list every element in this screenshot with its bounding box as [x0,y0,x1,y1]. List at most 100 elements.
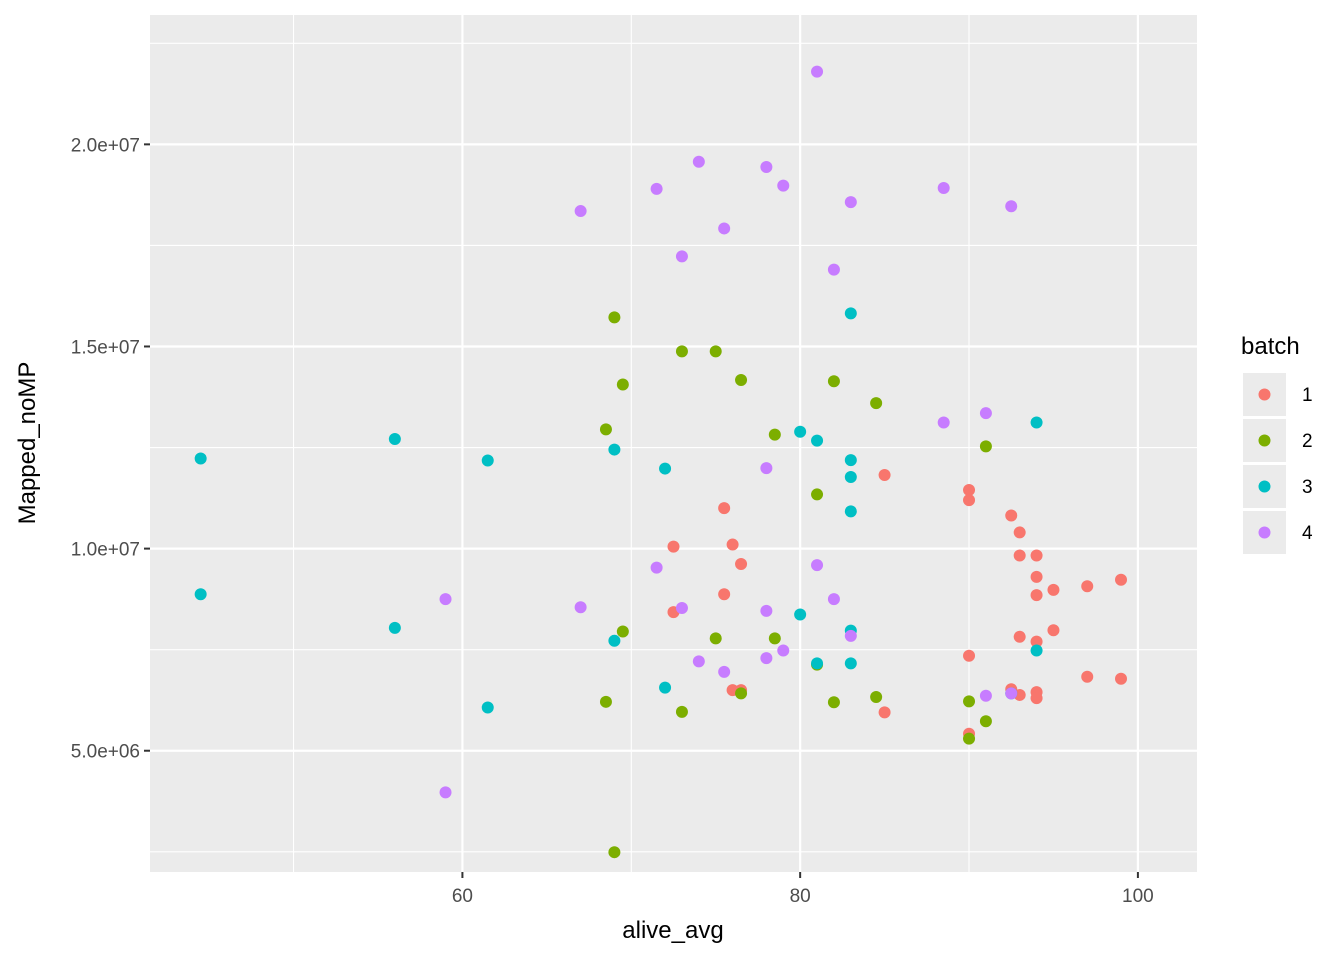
data-point-batch-2 [616,378,629,391]
data-point-batch-4 [650,182,663,195]
x-tick-label: 60 [452,886,473,907]
data-point-batch-3 [608,634,621,647]
data-point-batch-2 [608,311,621,324]
data-point-batch-4 [574,205,587,218]
x-axis-title: alive_avg [622,917,723,944]
data-point-batch-3 [844,505,857,518]
data-point-batch-2 [675,345,688,358]
data-point-batch-4 [650,561,663,574]
legend-label-batch-3: 3 [1302,477,1313,498]
data-point-batch-1 [1030,635,1043,648]
data-point-batch-1 [878,706,891,719]
data-point-batch-4 [675,250,688,263]
data-point-batch-2 [709,345,722,358]
data-point-batch-3 [194,452,207,465]
y-tick-label: 2.0e+07 [71,135,140,156]
data-point-batch-1 [1115,672,1128,685]
data-point-batch-1 [1013,549,1026,562]
data-point-batch-4 [827,593,840,606]
data-point-batch-4 [1005,200,1018,213]
data-point-batch-3 [844,657,857,670]
data-point-batch-1 [963,494,976,507]
data-point-batch-4 [811,65,824,78]
legend: batch 1 2 3 4 [1241,333,1313,554]
data-point-batch-2 [735,687,748,700]
y-axis-title: Mapped_noMP [14,362,41,525]
data-point-batch-1 [735,557,748,570]
data-point-batch-4 [979,689,992,702]
data-point-batch-2 [870,397,883,410]
legend-label-batch-4: 4 [1302,523,1313,544]
data-point-batch-1 [1005,509,1018,522]
legend-key-batch-3 [1258,480,1271,493]
x-tick-label: 100 [1122,886,1154,907]
legend-label-batch-1: 1 [1302,385,1313,406]
data-point-batch-4 [979,407,992,420]
data-point-batch-3 [1030,644,1043,657]
legend-key-batch-1 [1258,388,1271,401]
data-point-batch-2 [675,705,688,718]
data-point-batch-2 [979,440,992,453]
data-point-batch-4 [937,416,950,429]
data-point-batch-4 [675,602,688,615]
data-point-batch-1 [667,540,680,553]
data-point-batch-1 [718,502,731,515]
data-point-batch-3 [388,433,401,446]
data-point-batch-3 [194,588,207,601]
data-point-batch-3 [481,454,494,467]
data-point-batch-4 [760,160,773,173]
data-point-batch-3 [844,307,857,320]
data-point-batch-2 [735,374,748,387]
data-point-batch-1 [1030,589,1043,602]
data-point-batch-3 [844,471,857,484]
data-point-batch-3 [811,657,824,670]
legend-title: batch [1241,333,1300,360]
data-point-batch-2 [599,423,612,436]
legend-key-batch-4 [1258,526,1271,539]
data-point-batch-4 [827,263,840,276]
data-point-batch-3 [794,425,807,438]
data-point-batch-4 [692,655,705,668]
data-point-batch-4 [718,222,731,235]
y-tick-label: 1.5e+07 [71,337,140,358]
data-point-batch-2 [963,732,976,745]
data-point-batch-3 [794,608,807,621]
data-point-batch-4 [574,601,587,614]
data-point-batch-1 [1030,570,1043,583]
data-point-batch-2 [811,488,824,501]
data-point-batch-2 [599,695,612,708]
data-point-batch-3 [1030,416,1043,429]
data-point-batch-4 [692,155,705,168]
major-gridlines [150,15,1197,872]
data-point-batch-3 [481,701,494,714]
data-point-batch-1 [1047,624,1060,637]
data-point-batch-1 [1030,549,1043,562]
y-tick-label: 1.0e+07 [71,540,140,561]
data-point-batch-2 [827,696,840,709]
data-point-batch-1 [1115,573,1128,586]
data-point-batch-1 [963,649,976,662]
data-point-batch-2 [709,632,722,645]
data-point-batch-1 [1081,580,1094,593]
data-point-batch-2 [768,428,781,441]
plot-panel [150,15,1197,872]
data-point-batch-3 [659,462,672,475]
data-point-batch-4 [777,644,790,657]
legend-label-batch-2: 2 [1302,431,1313,452]
data-point-batch-3 [608,443,621,456]
data-point-batch-4 [718,665,731,678]
data-point-batch-2 [979,715,992,728]
data-point-batch-3 [388,621,401,634]
data-points [194,65,1128,859]
data-point-batch-1 [718,588,731,601]
data-point-batch-4 [760,652,773,665]
y-tick-label: 5.0e+06 [71,742,140,763]
data-point-batch-4 [1005,687,1018,700]
data-point-batch-1 [1047,583,1060,596]
x-axis: 60 80 100 [452,872,1154,907]
data-point-batch-2 [608,846,621,859]
minor-gridlines [150,15,1197,872]
data-point-batch-4 [937,182,950,195]
data-point-batch-4 [439,593,452,606]
